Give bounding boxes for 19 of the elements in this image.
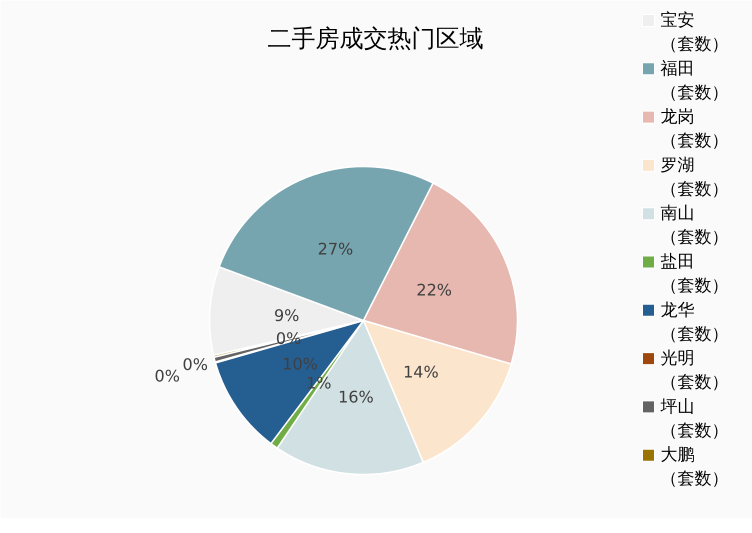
legend-label: 坪山（套数）: [660, 396, 728, 441]
data-label: 0%: [154, 366, 180, 386]
legend-label: 福田（套数）: [660, 58, 728, 103]
legend-label: 宝安（套数）: [660, 10, 728, 54]
legend-label: 罗湖（套数）: [660, 155, 728, 200]
legend-label: 龙华（套数）: [660, 300, 728, 344]
data-label: 14%: [403, 362, 439, 382]
data-label: 0%: [182, 355, 208, 374]
data-label: 9%: [274, 306, 300, 326]
data-label: 22%: [416, 280, 452, 300]
data-label: 10%: [282, 354, 318, 374]
data-label: 16%: [338, 388, 374, 407]
legend-label: 盐田（套数）: [660, 252, 728, 296]
legend-label: 南山（套数）: [660, 204, 728, 248]
text: 二手房成交热门区域: [268, 24, 484, 52]
data-label: 27%: [318, 239, 354, 258]
legend-label: 大鹏（套数）: [660, 445, 728, 490]
legend-label: 龙岗（套数）: [660, 107, 728, 152]
legend-label: 光明（套数）: [660, 348, 728, 393]
